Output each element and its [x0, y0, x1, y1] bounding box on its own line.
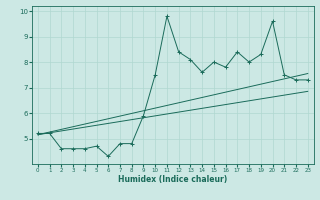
X-axis label: Humidex (Indice chaleur): Humidex (Indice chaleur)	[118, 175, 228, 184]
